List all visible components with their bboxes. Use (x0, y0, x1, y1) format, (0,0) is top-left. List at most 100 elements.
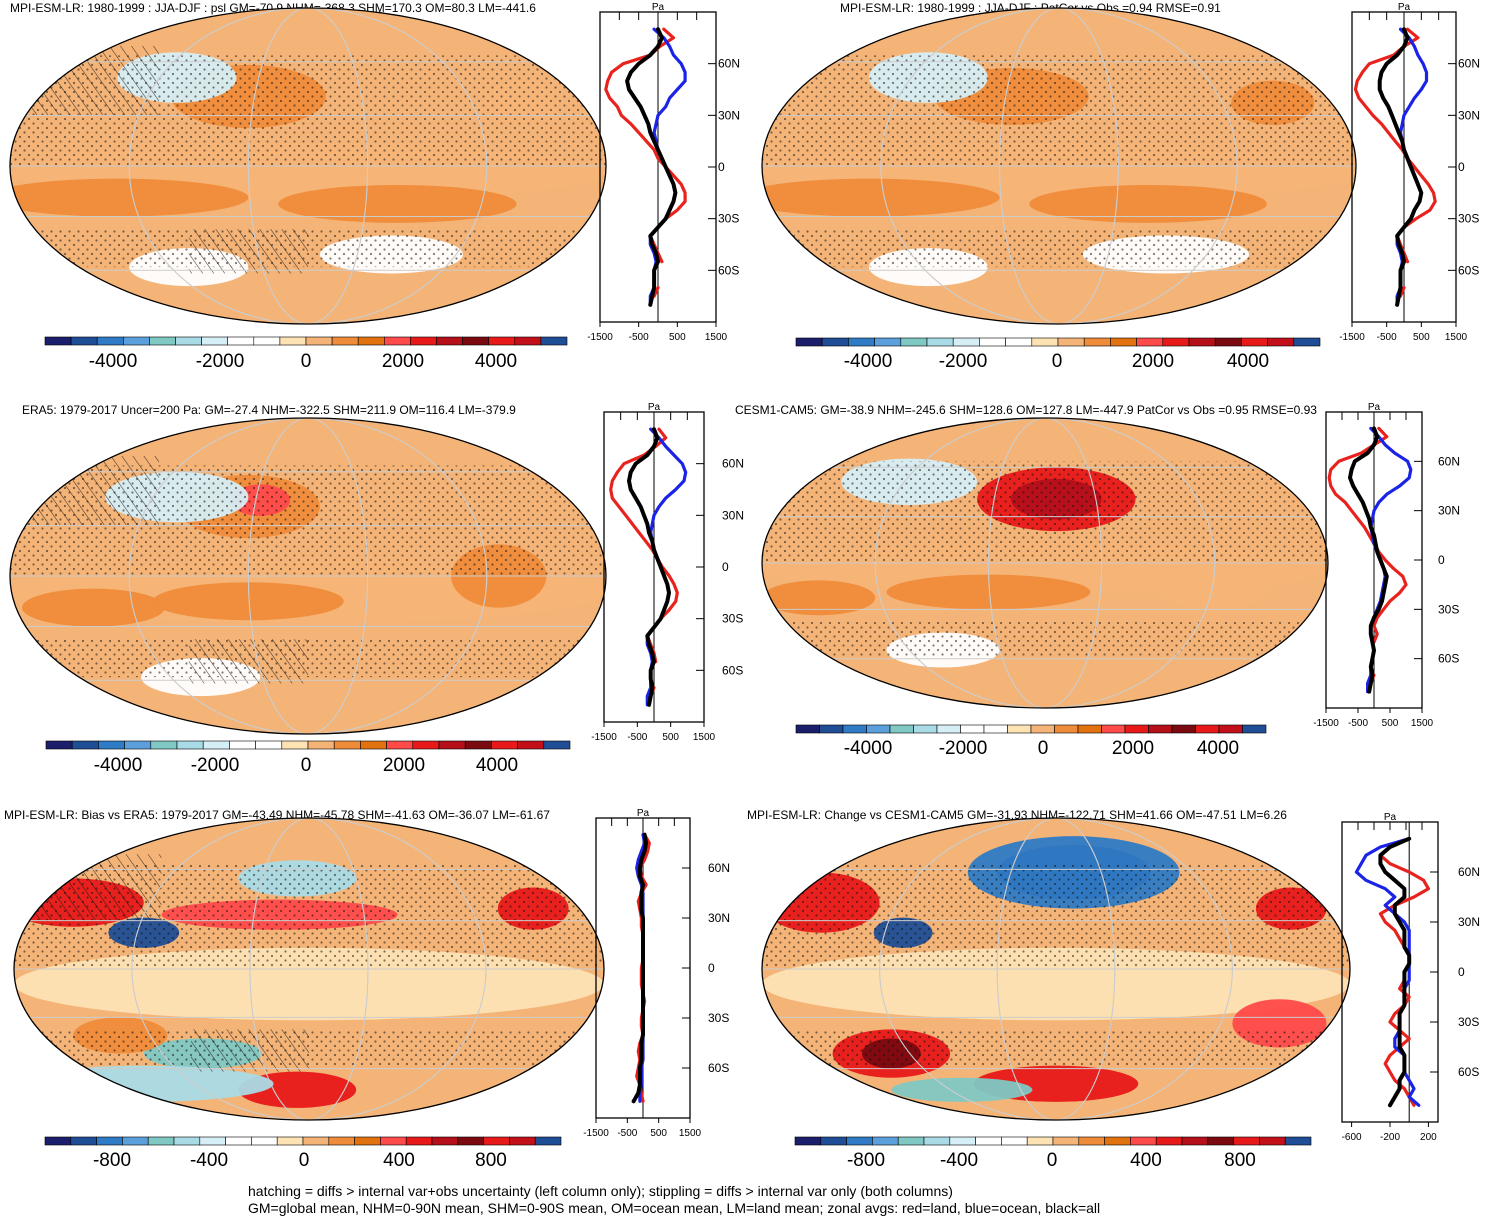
colorbar-swatch (464, 740, 492, 750)
colorbar-swatch (333, 740, 361, 750)
profile-x-tick-label: 500 (650, 1128, 667, 1139)
hatching (191, 1029, 309, 1072)
colorbar-swatch (276, 1136, 304, 1146)
stippling (762, 621, 1328, 656)
colorbar-tick-label: 4000 (1227, 351, 1269, 372)
panel-4: CESM1-CAM5: GM=-38.9 NHM=-245.6 SHM=128.… (735, 402, 1460, 759)
colorbar-tick-label: -2000 (191, 755, 240, 776)
colorbar: -800 -400 0 400 800 (794, 1136, 1312, 1171)
colorbar-swatch (543, 740, 571, 750)
colorbar-swatch (462, 336, 490, 346)
zonal-profile: Pa -1500 -500 500 1500 60N 30N 0 30S 60S (591, 402, 744, 743)
stippling (762, 863, 1350, 969)
colorbar-swatch (795, 724, 820, 734)
colorbar-swatch (253, 336, 281, 346)
colorbar-swatch (124, 740, 152, 750)
profile-lat-tick-label: 0 (718, 160, 725, 174)
map-gridline (999, 8, 1119, 324)
colorbar-swatch (1057, 337, 1085, 347)
profile-x-tick-label: -500 (617, 1128, 637, 1139)
colorbar-swatch (491, 740, 518, 750)
colorbar-tick-label: 0 (1052, 351, 1063, 372)
colorbar-swatch (1293, 337, 1321, 347)
map-gridline (247, 418, 369, 734)
profile-lat-tick-label: 60N (1458, 865, 1480, 879)
colorbar-swatch (1031, 337, 1059, 347)
colorbar-swatch (302, 1136, 330, 1146)
profile-x-tick-label: -1500 (1313, 718, 1339, 729)
colorbar-swatch (979, 337, 1006, 347)
colorbar-tick-label: 800 (475, 1150, 507, 1171)
colorbar-tick-label: -800 (847, 1150, 885, 1171)
colorbar-swatch (1001, 1136, 1028, 1146)
panel-title: CESM1-CAM5: GM=-38.9 NHM=-245.6 SHM=128.… (735, 403, 1317, 417)
colorbar-swatch (201, 336, 229, 346)
colorbar-tick-label: -4000 (89, 351, 138, 372)
map-anomaly-region (762, 580, 876, 616)
profile-lat-tick-label: 60N (1438, 454, 1460, 468)
profile-lat-tick-label: 60N (722, 457, 744, 471)
map-anomaly-region (1029, 184, 1267, 223)
profile-lat-tick-label: 30N (1438, 504, 1460, 518)
colorbar-swatch (1162, 337, 1190, 347)
profile-lat-tick-label: 60S (1438, 652, 1459, 666)
colorbar: -4000 -2000 0 2000 4000 (44, 336, 568, 372)
colorbar-swatch (1233, 1136, 1260, 1146)
colorbar-swatch (794, 1136, 822, 1146)
panel-1: MPI-ESM-LR: 1980-1999 : JJA-DJF : psl GM… (9, 1, 740, 372)
colorbar-swatch (150, 740, 178, 750)
colorbar: -4000 -2000 0 2000 4000 (45, 740, 571, 776)
profile-line-all (631, 832, 649, 1104)
profile-lat-tick-label: 60S (1458, 263, 1479, 277)
colorbar-swatch (1124, 724, 1149, 734)
profile-lat-tick-label: 60S (708, 1061, 729, 1075)
colorbar-swatch (1104, 1136, 1131, 1146)
colorbar-swatch (1026, 1136, 1054, 1146)
colorbar-swatch (431, 1136, 459, 1146)
profile-unit-label: Pa (1398, 2, 1411, 13)
colorbar-tick-label: 0 (301, 755, 312, 776)
map-gridline (879, 818, 1233, 1120)
map-anomaly-region (886, 574, 1091, 610)
profile-x-tick-label: 1500 (679, 1128, 702, 1139)
colorbar-swatch (405, 1136, 433, 1146)
colorbar-swatch (1052, 1136, 1080, 1146)
colorbar-swatch (1242, 724, 1267, 734)
profile-lat-tick-label: 30N (708, 911, 730, 925)
map-border (9, 417, 607, 735)
zonal-profile: Pa -1500 -500 500 1500 60N 30N 0 30S 60S (583, 808, 730, 1139)
map-anomaly-region (278, 184, 517, 223)
colorbar-swatch (175, 336, 202, 346)
colorbar-tick-label: -2000 (939, 351, 988, 372)
profile-lat-tick-label: 30N (1458, 108, 1480, 122)
profile-x-tick-label: 500 (1413, 332, 1430, 343)
zonal-profile: Pa -1500 -500 500 1500 60N 30N 0 30S 60S (1313, 402, 1460, 729)
colorbar-swatch (281, 740, 309, 750)
colorbar-tick-label: -4000 (94, 755, 143, 776)
profile-x-tick-label: 500 (662, 732, 679, 743)
colorbar-swatch (255, 740, 283, 750)
colorbar-swatch (1171, 724, 1196, 734)
profile-lat-tick-label: 60N (708, 861, 730, 875)
colorbar-swatch (383, 336, 411, 346)
colorbar-swatch (1007, 724, 1032, 734)
colorbar-swatch (1054, 724, 1079, 734)
colorbar-swatch (123, 336, 150, 346)
profile-x-tick-label: -1500 (1339, 332, 1365, 343)
profile-unit-label: Pa (652, 2, 665, 13)
profile-lat-tick-label: 30N (718, 108, 740, 122)
profile-x-tick-label: -500 (1377, 332, 1397, 343)
colorbar-swatch (795, 337, 823, 347)
colorbar-swatch (328, 1136, 355, 1146)
profile-lat-tick-label: 30S (1438, 602, 1459, 616)
colorbar-swatch (1214, 337, 1242, 347)
map-gridline (249, 818, 369, 1120)
colorbar-tick-label: 2000 (383, 755, 425, 776)
footer-line-1: hatching = diffs > internal var+obs unce… (248, 1183, 953, 1199)
map-anomaly-region (891, 1077, 1033, 1102)
profile-line-all (1378, 836, 1412, 1108)
colorbar-swatch (44, 1136, 72, 1146)
colorbar-swatch (1218, 724, 1243, 734)
colorbar-swatch (1207, 1136, 1234, 1146)
colorbar-tick-label: 400 (383, 1150, 415, 1171)
